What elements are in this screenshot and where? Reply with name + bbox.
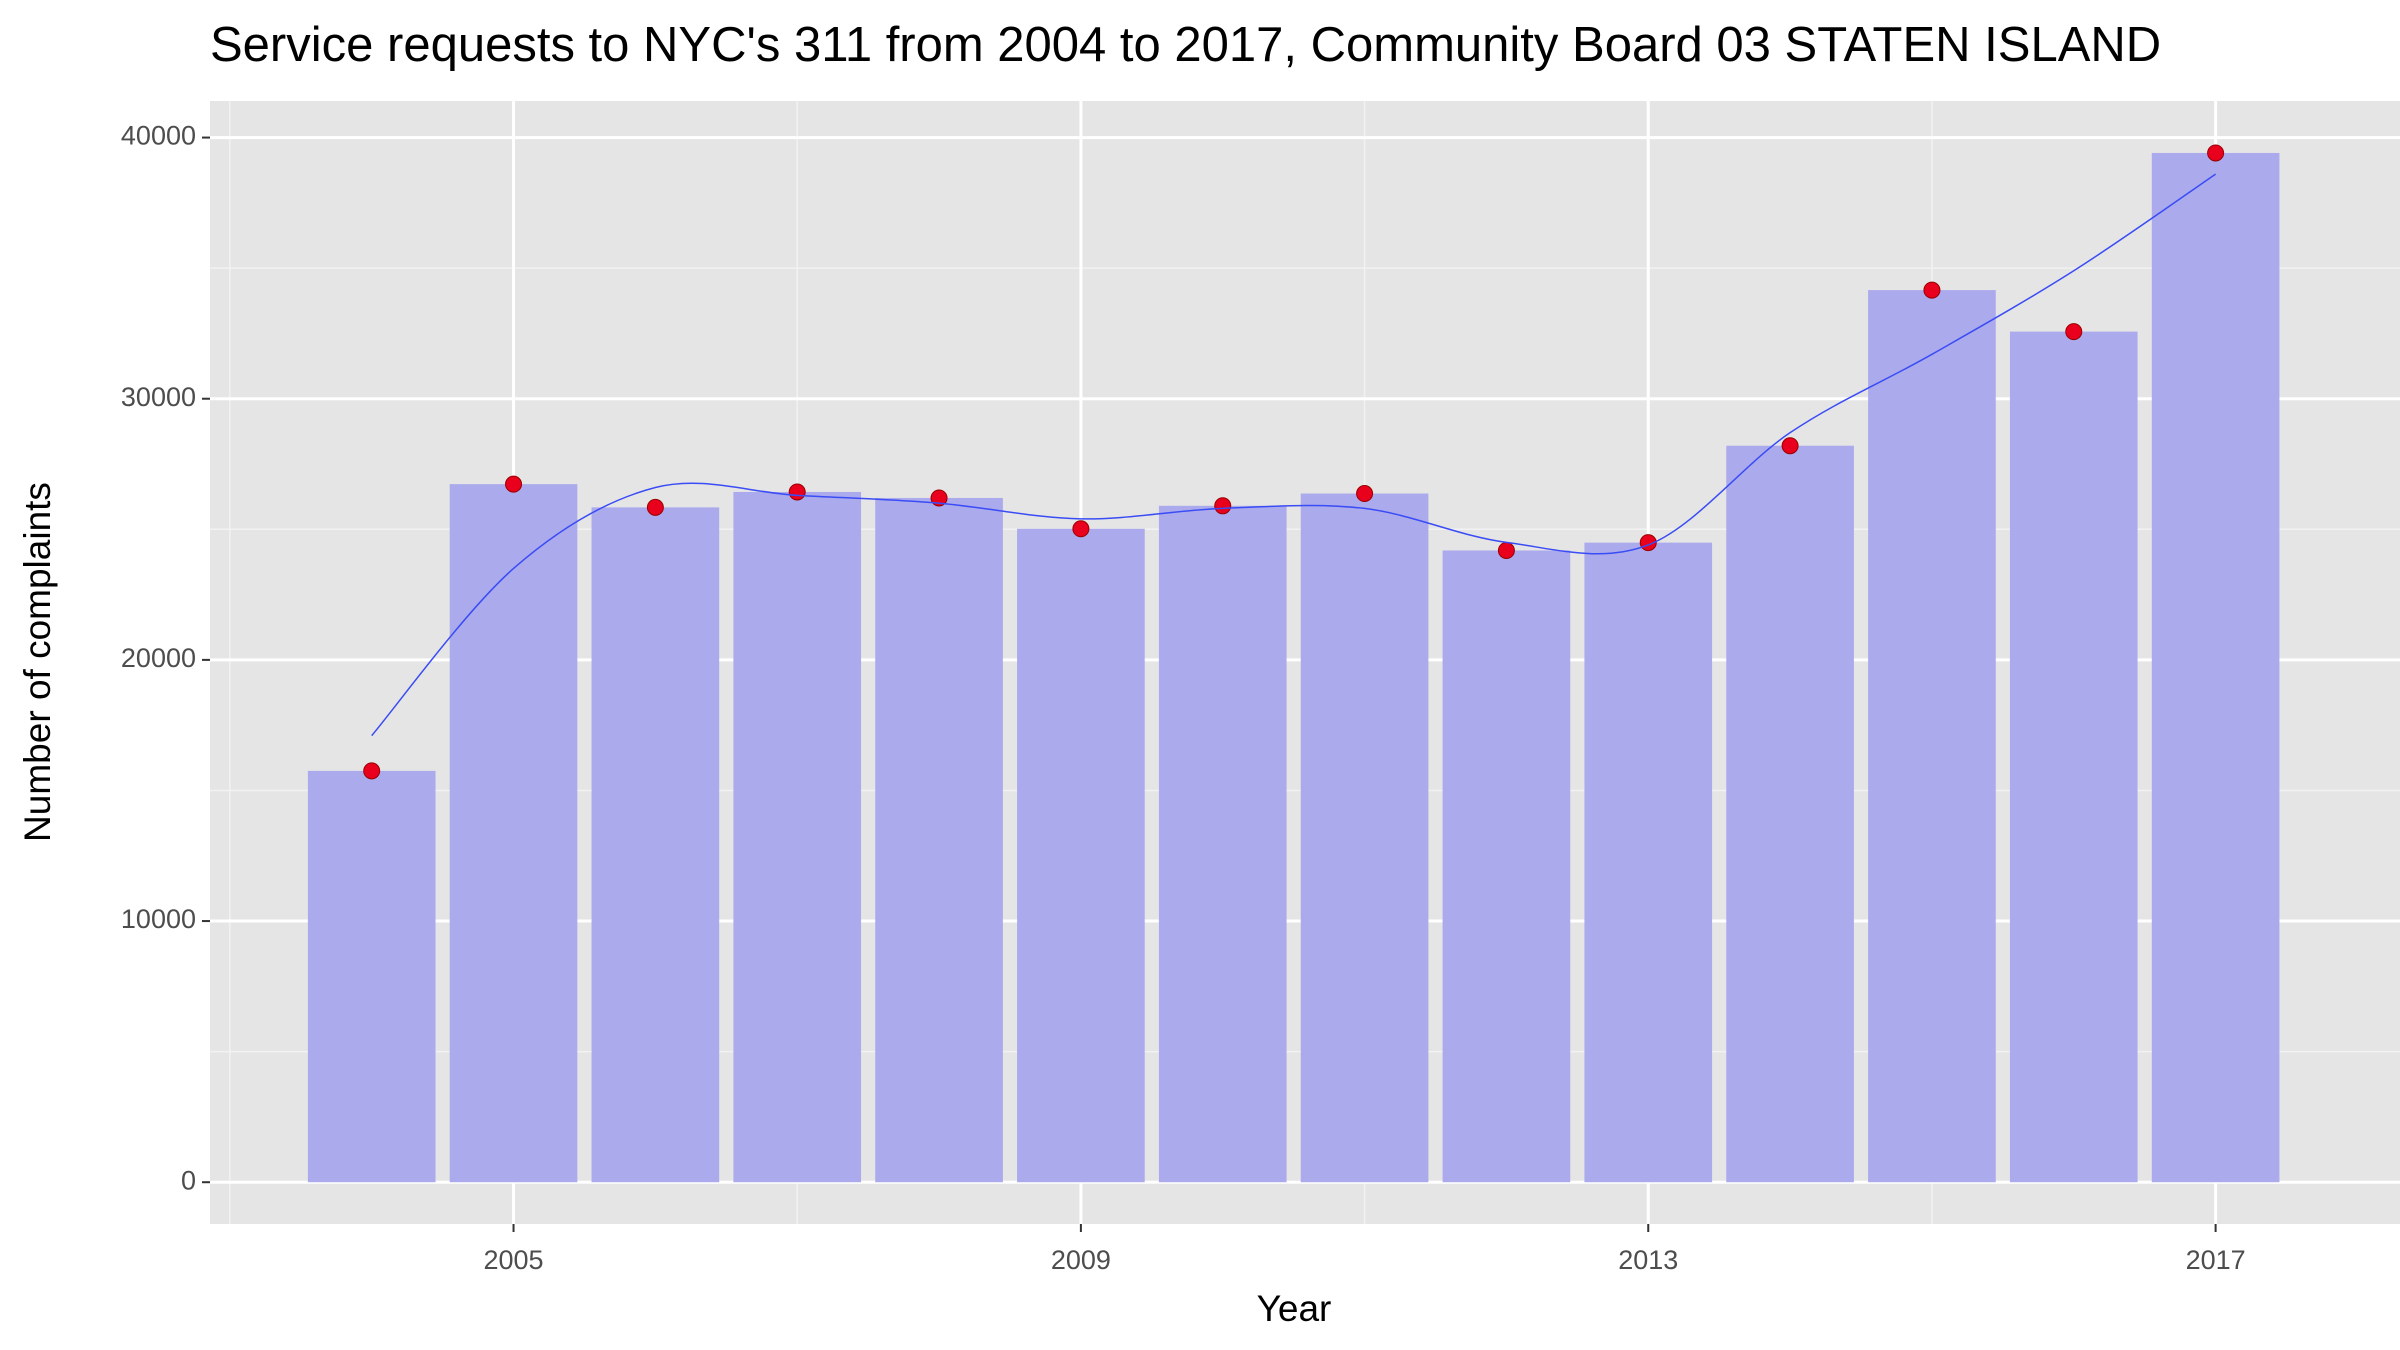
x-tick-label: 2013 [1618, 1245, 1678, 1275]
point [930, 489, 948, 507]
bar [1442, 550, 1571, 1183]
y-tick-label: 40000 [121, 121, 196, 151]
y-axis-title: Number of complaints [17, 482, 58, 842]
bar [2009, 331, 2138, 1183]
y-tick-label: 10000 [121, 904, 196, 934]
bar [1300, 493, 1429, 1183]
bar [2151, 152, 2280, 1183]
point [788, 483, 806, 501]
bar [1868, 290, 1996, 1183]
x-tick-label: 2009 [1051, 1245, 1111, 1275]
point [1781, 437, 1799, 455]
y-tick-label: 20000 [121, 643, 196, 673]
x-axis-title: Year [1257, 1288, 1332, 1329]
point [2065, 323, 2083, 341]
chart-title: Service requests to NYC's 311 from 2004 … [210, 18, 2161, 72]
point [1923, 281, 1941, 299]
bar [307, 770, 436, 1183]
bar [1726, 445, 1854, 1183]
bar [733, 491, 862, 1183]
point [1214, 497, 1232, 515]
bar [1017, 528, 1145, 1183]
smooth-line [371, 173, 2217, 737]
point [1356, 485, 1374, 503]
point [1072, 520, 1090, 538]
bar [1584, 542, 1713, 1183]
bar [449, 484, 578, 1183]
x-tick-label: 2005 [483, 1245, 543, 1275]
point [505, 475, 523, 493]
bar [591, 507, 720, 1183]
bar [875, 497, 1003, 1183]
bar [1158, 505, 1287, 1183]
point [363, 762, 381, 780]
point [2207, 144, 2225, 162]
point [1497, 541, 1515, 559]
point [646, 498, 664, 516]
x-tick-label: 2017 [2186, 1245, 2246, 1275]
y-tick-label: 0 [181, 1165, 196, 1195]
y-tick-label: 30000 [121, 382, 196, 412]
